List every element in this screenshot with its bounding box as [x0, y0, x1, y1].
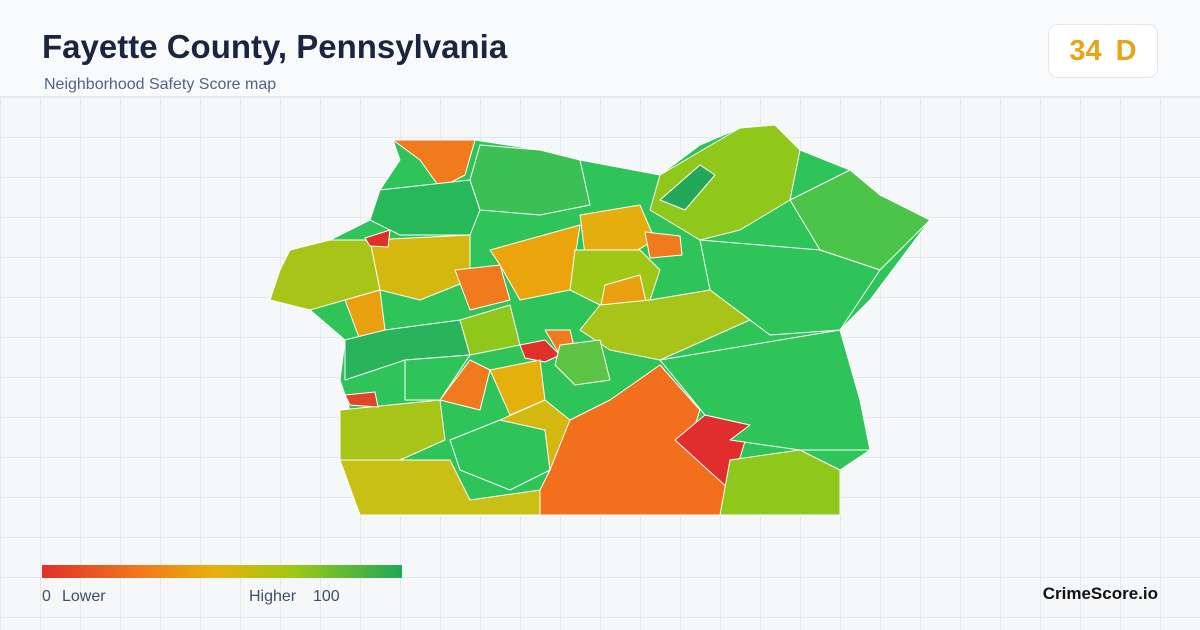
region — [579, 289, 751, 361]
region — [339, 399, 446, 461]
region — [489, 224, 581, 301]
region — [659, 329, 871, 451]
score-badge: 34 D — [1048, 24, 1158, 78]
region — [659, 164, 716, 211]
region — [539, 364, 731, 516]
legend-min: 0 — [42, 588, 51, 605]
header: Fayette County, Pennsylvania Neighborhoo… — [0, 0, 1200, 97]
region — [554, 339, 611, 386]
region — [719, 449, 841, 516]
legend-min-label: Lower — [62, 588, 106, 605]
region — [369, 234, 471, 301]
title: Fayette County, Pennsylvania — [42, 28, 508, 65]
brand: CrimeScore.io — [1042, 584, 1158, 603]
legend-max-label: Higher — [249, 588, 297, 605]
region — [644, 231, 683, 259]
subtitle: Neighborhood Safety Score map — [44, 76, 277, 93]
region — [454, 264, 511, 311]
region — [519, 339, 561, 363]
score-value: 34 — [1069, 34, 1102, 67]
legend-max: 100 — [313, 588, 340, 605]
score-grade: D — [1115, 34, 1137, 67]
region — [469, 144, 591, 216]
legend-gradient — [42, 565, 402, 578]
region — [344, 391, 379, 408]
region — [364, 229, 391, 248]
